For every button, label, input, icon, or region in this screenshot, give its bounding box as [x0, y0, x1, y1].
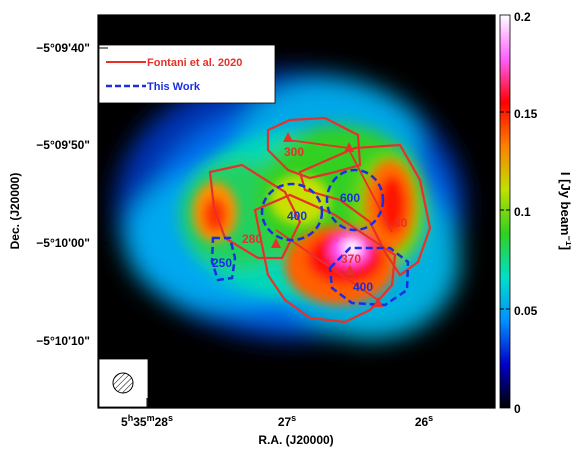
annotation-red-30: 30	[394, 216, 408, 230]
y-tick-label-0: −5°09'40"	[36, 41, 90, 55]
y-tick-label-2: −5°10'00"	[36, 236, 90, 250]
x-tick-label-27s: 27s	[278, 413, 296, 429]
x-tick-label-26s: 26s	[415, 413, 433, 429]
y-tick-label-1: −5°09'50"	[36, 138, 90, 152]
y-tick-labels: −5°09'40" −5°09'50" −5°10'00" −5°10'10"	[36, 41, 90, 348]
colorbar-tick-0.05: 0.05	[514, 304, 538, 318]
legend-label-this-work: This Work	[147, 81, 201, 93]
legend: Fontani et al. 2020 This Work	[99, 45, 275, 103]
annotation-red-280: 280	[242, 232, 262, 246]
y-axis-title: Dec. (J20000)	[8, 173, 22, 250]
x-tick-label-28s: 5h35m28s	[121, 413, 173, 429]
colorbar-tick-0.2: 0.2	[514, 10, 531, 24]
x-tick-labels: 5h35m28s 27s 26s	[121, 413, 433, 429]
annotation-red-370: 370	[341, 252, 361, 266]
legend-label-fontani: Fontani et al. 2020	[147, 57, 242, 69]
beam-ellipse	[113, 373, 133, 393]
annotation-blue-600: 600	[340, 191, 360, 205]
colorbar-tick-0.1: 0.1	[514, 205, 531, 219]
colorbar-tick-0: 0	[514, 402, 521, 416]
annotation-red-300: 300	[284, 145, 304, 159]
colorbar-label: I [Jy beam−1]	[558, 172, 571, 250]
beam-indicator	[99, 359, 148, 407]
y-tick-label-3: −5°10'10"	[36, 334, 90, 348]
x-axis-title: R.A. (J20000)	[258, 433, 333, 447]
annotation-blue-250: 250	[212, 256, 232, 270]
colorbar: 0.2 0.15 0.1 0.05 0 I [Jy beam−1]	[500, 10, 571, 416]
colorbar-gradient	[500, 15, 510, 408]
annotation-blue-400-west: 400	[287, 209, 307, 223]
annotation-blue-400-south: 400	[353, 280, 373, 294]
colorbar-tick-0.15: 0.15	[514, 107, 538, 121]
